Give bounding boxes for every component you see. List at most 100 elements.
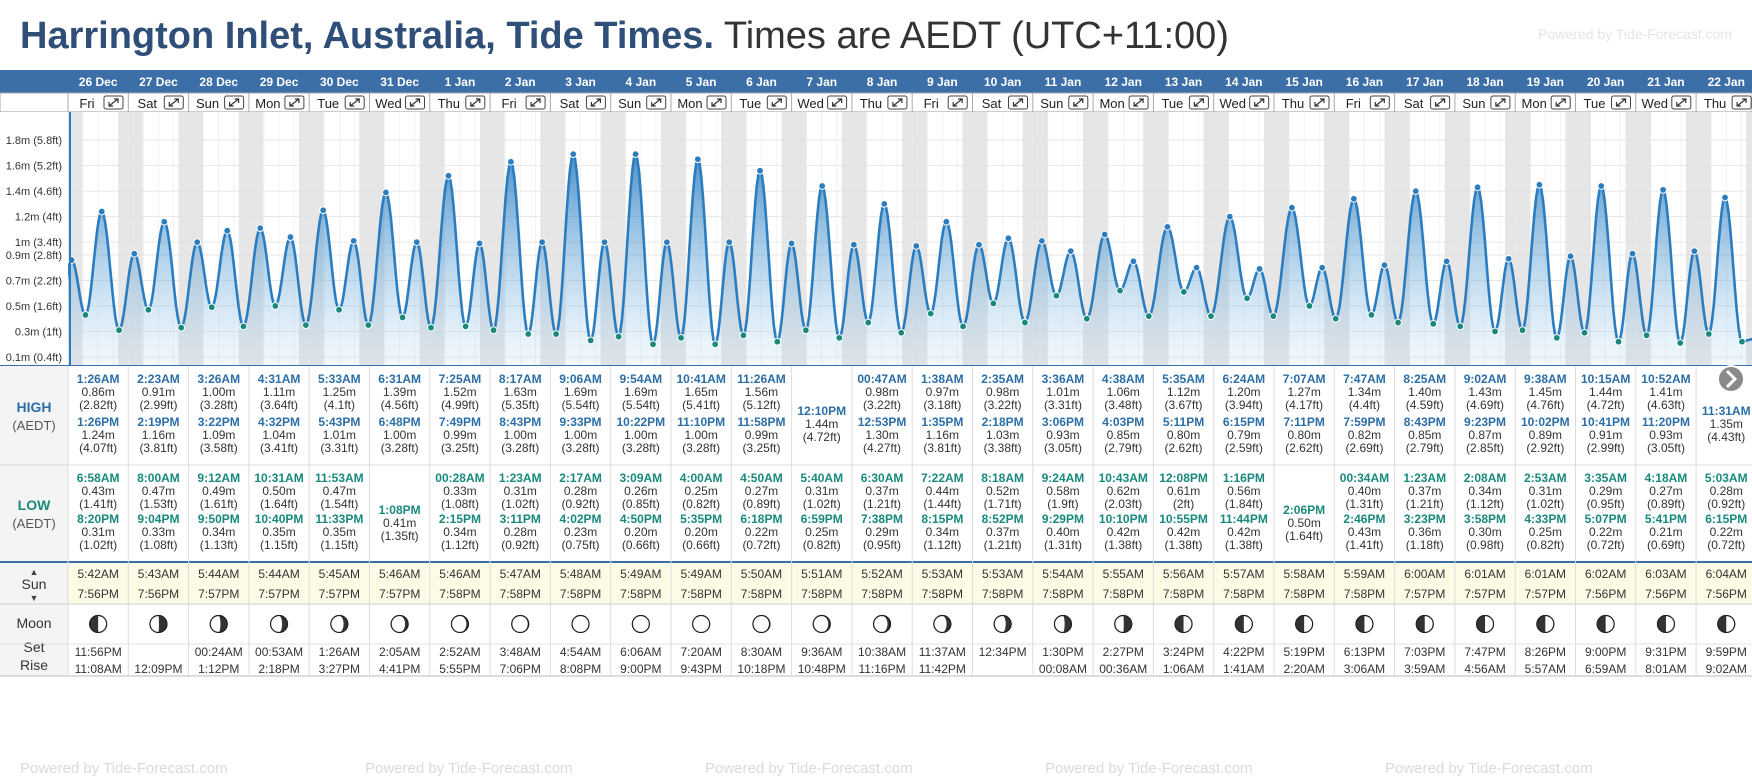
expand-day-button[interactable]	[405, 95, 425, 110]
expand-day-button[interactable]	[887, 95, 908, 110]
high-tide-time: 5:11PM	[1163, 415, 1204, 429]
footer-watermark: Powered by Tide-Forecast.com	[20, 760, 228, 777]
expand-day-button[interactable]	[585, 95, 606, 110]
low-tide-time: 1:08PM	[379, 503, 421, 517]
moonrise-time: 8:08PM	[560, 662, 601, 676]
sunset-time: 7:56PM	[138, 587, 179, 601]
night-band	[1625, 112, 1636, 366]
low-tide-height-m: 0.47m	[142, 484, 175, 498]
low-tide-point	[773, 337, 782, 346]
high-tide-point	[1659, 185, 1668, 194]
high-tide-point	[475, 239, 484, 248]
low-tide-height-m: 0.37m	[1408, 484, 1441, 498]
expand-day-button[interactable]	[706, 95, 727, 110]
moonrise-time: 4:56AM	[1464, 662, 1505, 676]
low-tide-height-m: 0.27m	[745, 484, 778, 498]
expand-day-button[interactable]	[1068, 95, 1089, 110]
low-tide-time: 9:12AM	[197, 471, 240, 485]
low-tide-height-m: 0.33m	[142, 525, 175, 539]
expand-day-button[interactable]	[766, 95, 787, 110]
low-tide-height-m: 0.20m	[684, 525, 717, 539]
expand-day-button[interactable]	[1008, 95, 1028, 110]
night-band	[1505, 112, 1516, 366]
weekday-label: Thu	[438, 96, 460, 111]
expand-day-button[interactable]	[284, 95, 305, 110]
expand-arrow-icon	[1736, 98, 1747, 107]
expand-day-button[interactable]	[1671, 95, 1692, 110]
expand-day-button[interactable]	[163, 95, 184, 110]
moonrise-time: 3:27PM	[319, 662, 360, 676]
high-tide-time: 11:20PM	[1642, 415, 1690, 429]
weekday-label: Sat	[1404, 96, 1424, 111]
high-tide-point	[880, 199, 889, 208]
expand-day-button[interactable]	[224, 95, 245, 110]
high-tide-height-m: 0.93m	[1649, 428, 1682, 442]
high-tide-height-ft: (4.72ft)	[803, 430, 841, 444]
low-tide-time: 8:18AM	[981, 471, 1024, 485]
expand-day-button[interactable]	[1249, 95, 1270, 110]
high-tide-height-ft: (4.43ft)	[1707, 430, 1745, 444]
moonset-time: 00:53AM	[255, 645, 303, 659]
low-tide-height-ft: (1.38ft)	[1165, 538, 1203, 552]
moon-outline	[1234, 614, 1253, 634]
sunrise-time: 5:55AM	[1103, 567, 1144, 581]
low-tide-height-ft: (1.41ft)	[1345, 538, 1383, 552]
expand-day-button[interactable]	[1611, 95, 1631, 110]
low-tide-point	[711, 340, 720, 349]
expand-day-button[interactable]	[1430, 95, 1451, 110]
expand-arrow-icon	[289, 98, 300, 107]
night-band	[1324, 112, 1335, 366]
expand-day-button[interactable]	[1188, 95, 1209, 110]
sunset-time: 7:58PM	[680, 587, 721, 601]
expand-day-button[interactable]	[1490, 95, 1511, 110]
low-tide-time: 6:15PM	[1705, 512, 1747, 526]
expand-day-button[interactable]	[103, 95, 124, 110]
low-tide-height-m: 0.31m	[81, 525, 114, 539]
y-tick-label: 1.2m (4ft)	[15, 212, 62, 224]
night-band	[1263, 112, 1274, 366]
low-tide-point	[926, 309, 935, 318]
date-header-label: 9 Jan	[927, 75, 958, 89]
low-tide-height-m: 0.29m	[865, 525, 898, 539]
expand-day-button[interactable]	[1731, 95, 1752, 110]
moonset-time: 3:24PM	[1163, 645, 1204, 659]
weekday-label: Thu	[1704, 96, 1726, 111]
low-tide-height-m: 0.25m	[1529, 525, 1562, 539]
sunset-time: 7:57PM	[258, 587, 299, 601]
moonset-time: 1:26AM	[319, 645, 360, 659]
high-tide-height-m: 1.44m	[1589, 385, 1622, 399]
low-tide-height-ft: (0.66ft)	[622, 538, 660, 552]
expand-day-button[interactable]	[1128, 95, 1149, 110]
high-tide-height-ft: (3.25ft)	[742, 441, 780, 455]
high-tide-point	[193, 238, 202, 247]
row-label-column	[0, 366, 68, 676]
expand-day-button[interactable]	[1369, 95, 1390, 110]
moonrise-time: 5:55PM	[439, 662, 480, 676]
low-tide-time: 6:18PM	[740, 512, 782, 526]
sunset-time: 7:58PM	[861, 587, 902, 601]
expand-day-button[interactable]	[465, 95, 486, 110]
high-tide-point	[1504, 254, 1513, 263]
expand-day-button[interactable]	[1550, 95, 1571, 110]
expand-day-button[interactable]	[947, 95, 968, 110]
low-tide-point	[1456, 322, 1465, 331]
expand-day-button[interactable]	[646, 95, 667, 110]
high-tide-height-ft: (5.54ft)	[562, 398, 600, 412]
expand-day-button[interactable]	[525, 95, 546, 110]
low-tide-time: 00:28AM	[435, 471, 484, 485]
sunset-time: 7:57PM	[319, 587, 360, 601]
high-tide-height-m: 1.44m	[805, 417, 838, 431]
high-tide-height-ft: (3.38ft)	[984, 441, 1022, 455]
sunrise-time: 5:46AM	[439, 567, 480, 581]
low-tide-time: 7:22AM	[921, 471, 964, 485]
sunrise-time: 6:04AM	[1706, 567, 1747, 581]
moon-outline	[209, 614, 228, 634]
moon-outline	[511, 614, 530, 634]
night-band	[479, 112, 491, 366]
expand-day-button[interactable]	[1309, 95, 1330, 110]
expand-day-button[interactable]	[344, 95, 365, 110]
moonrise-time: 12:09PM	[134, 662, 182, 676]
low-tide-time: 5:07PM	[1585, 512, 1627, 526]
next-days-button[interactable]	[1717, 365, 1745, 393]
expand-day-button[interactable]	[827, 95, 848, 110]
